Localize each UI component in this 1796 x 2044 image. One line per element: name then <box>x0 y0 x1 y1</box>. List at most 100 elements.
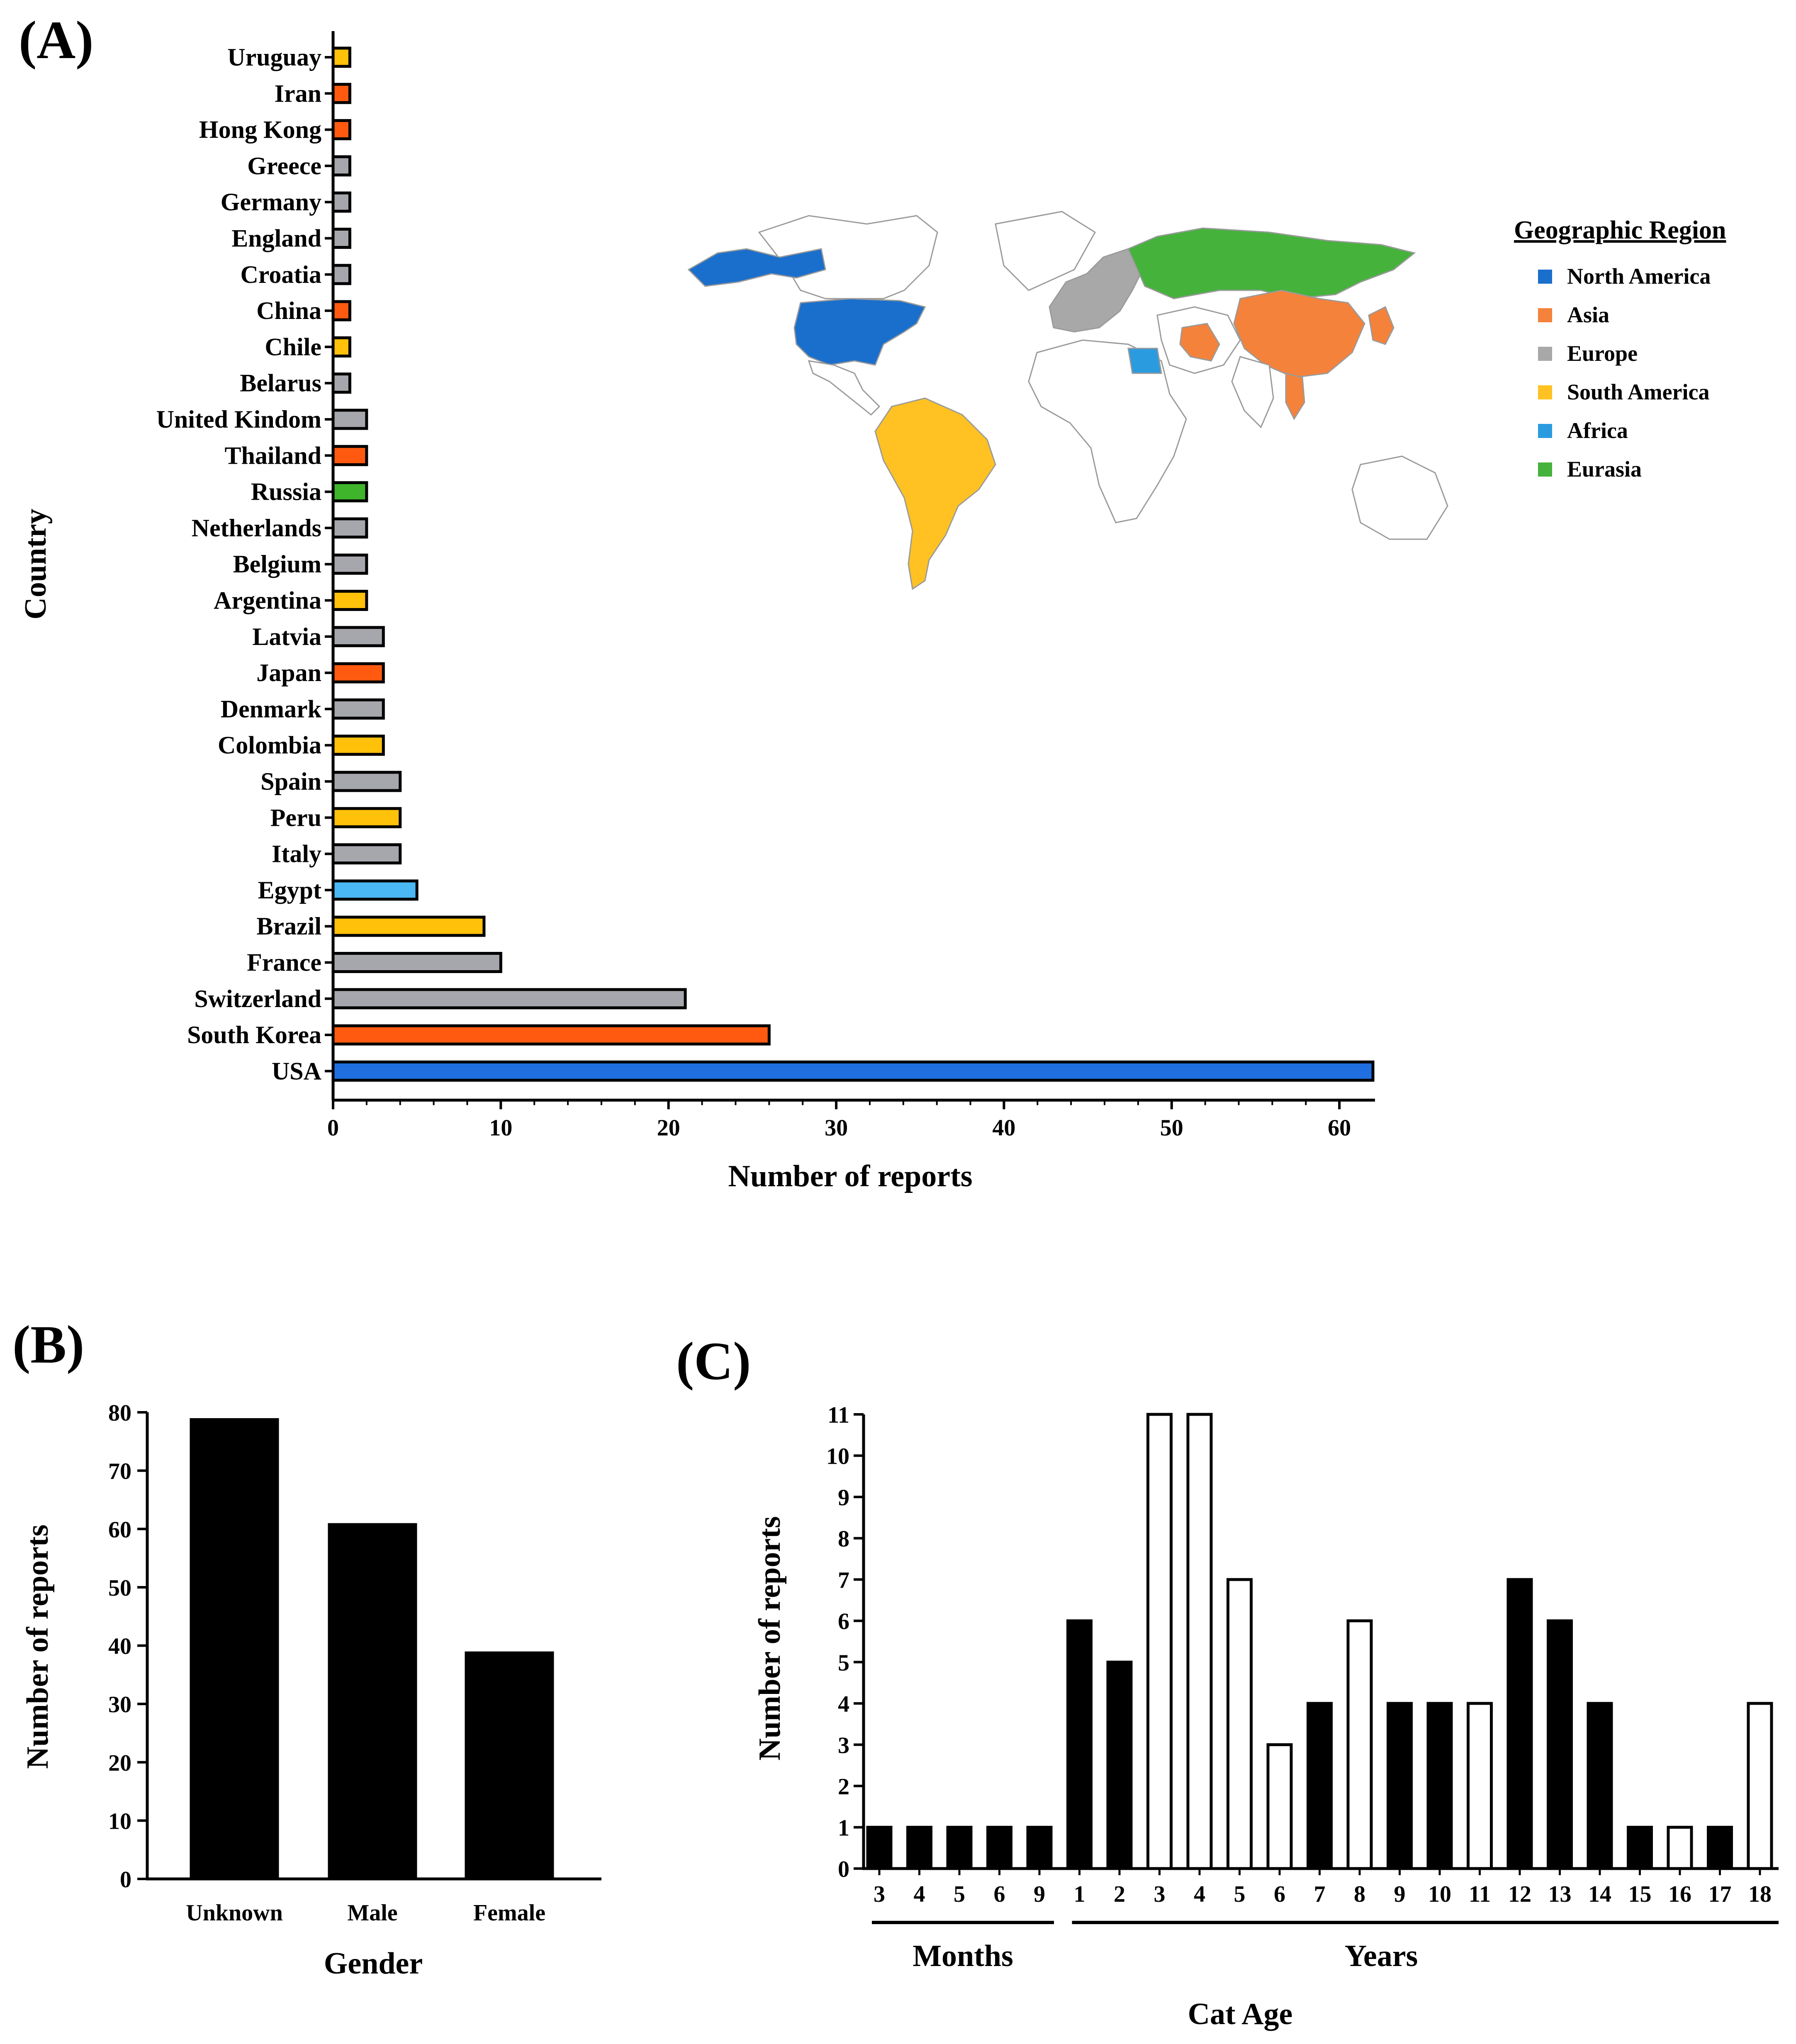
y-tick-label: 80 <box>108 1400 131 1426</box>
map-korea-japan <box>1368 306 1394 345</box>
bar-age-months-5 <box>946 1825 973 1870</box>
y-tick-label: 10 <box>108 1808 131 1834</box>
bar-china <box>331 300 351 321</box>
bar-age-years-15 <box>1627 1825 1653 1870</box>
bar-united-kindom <box>331 409 368 430</box>
bar-age-years-5 <box>1227 1578 1253 1870</box>
bar-brazil <box>331 915 486 937</box>
bar-netherlands <box>331 517 368 539</box>
legend: Geographic Region North America Asia Europ… <box>1514 216 1726 482</box>
map-alaska <box>687 248 826 287</box>
x-tick-label: 9 <box>1034 1881 1045 1907</box>
chart-c-age-bars: 3 4 5 6 9 1 2 3 4 5 6 7 8 9 10 11 12 13 14 15 16 17 1801234567… <box>753 1402 1779 2031</box>
bar-age-years-1 <box>1066 1619 1093 1870</box>
x-tick-label: 17 <box>1708 1881 1732 1907</box>
y-tick-label: 20 <box>108 1750 131 1776</box>
bar-switzerland <box>331 988 687 1010</box>
bar-italy <box>331 843 402 865</box>
panel-c-label: (C) <box>676 1331 751 1391</box>
bar-egypt <box>331 879 419 901</box>
y-tick-label: 6 <box>838 1609 849 1635</box>
country-label: South Korea <box>187 1021 321 1049</box>
bar-latvia <box>331 626 385 647</box>
country-label: Russia <box>251 478 321 506</box>
bar-peru <box>331 807 402 828</box>
bar-age-years-11 <box>1467 1702 1493 1870</box>
legend-label: Asia <box>1567 302 1609 327</box>
y-axis-title: Number of reports <box>21 1524 55 1769</box>
legend-swatch-asia <box>1538 308 1552 322</box>
bar-age-months-6 <box>986 1825 1012 1870</box>
y-tick-label: 1 <box>838 1815 849 1841</box>
y-axis-title: Country <box>19 509 53 619</box>
x-tick-label: 1 <box>1074 1881 1085 1907</box>
map-mexico <box>808 360 881 416</box>
bar-male <box>328 1523 417 1879</box>
bar-age-years-18 <box>1747 1702 1773 1870</box>
y-tick-label: 5 <box>838 1650 849 1676</box>
x-tick-label: 20 <box>657 1115 680 1141</box>
map-africa <box>1028 339 1187 523</box>
map-india <box>1231 356 1274 428</box>
bar-age-years-3 <box>1146 1413 1173 1870</box>
country-label: Egypt <box>258 876 321 904</box>
legend-swatch-north-america <box>1538 270 1552 284</box>
legend-title: Geographic Region <box>1514 216 1726 244</box>
bar-age-years-6 <box>1266 1743 1293 1870</box>
y-tick-label: 2 <box>838 1774 849 1800</box>
x-tick-label: 0 <box>327 1115 339 1141</box>
x-tick-label: 6 <box>1274 1881 1285 1907</box>
y-axis-title: Number of reports <box>753 1516 787 1760</box>
legend-swatch-eurasia <box>1538 462 1552 477</box>
bar-england <box>331 228 351 249</box>
bar-age-years-7 <box>1307 1702 1333 1870</box>
country-label: Belgium <box>233 550 321 578</box>
chart-a-country-bars: Uruguay Iran Hong Kong Greece Germany England… <box>19 31 1375 1193</box>
x-tick-label: 40 <box>992 1115 1015 1141</box>
bar-age-months-9 <box>1026 1825 1053 1870</box>
map-russia <box>1127 227 1416 299</box>
country-label: Greece <box>247 152 321 180</box>
y-tick-label: 60 <box>108 1517 131 1543</box>
y-tick-label: 70 <box>108 1459 131 1484</box>
x-tick-label: 10 <box>489 1115 512 1141</box>
country-label: Netherlands <box>192 514 321 542</box>
bar-thailand <box>331 445 368 466</box>
bar-chile <box>331 336 351 358</box>
country-label: Latvia <box>252 623 321 650</box>
x-tick-label: 3 <box>874 1881 885 1907</box>
bar-female <box>465 1651 554 1879</box>
bar-age-months-3 <box>866 1825 893 1870</box>
bar-age-years-9 <box>1387 1702 1413 1870</box>
country-label: USA <box>272 1057 321 1085</box>
bar-age-years-8 <box>1346 1619 1373 1870</box>
y-tick-label: 30 <box>108 1692 131 1718</box>
x-tick-label: 5 <box>1234 1881 1246 1907</box>
x-tick-label: 4 <box>1194 1881 1205 1907</box>
map-europe <box>1049 248 1146 333</box>
x-tick-label: 16 <box>1668 1881 1691 1907</box>
y-tick-label: 11 <box>827 1402 849 1428</box>
bar-uruguay <box>331 46 351 68</box>
bar-usa <box>331 1060 1375 1082</box>
y-tick-label: 8 <box>838 1526 849 1552</box>
country-label: Uruguay <box>227 44 321 71</box>
map-usa <box>793 298 926 366</box>
country-label: Colombia <box>218 732 321 759</box>
country-label: Peru <box>270 804 321 831</box>
country-label: Argentina <box>214 587 321 614</box>
x-tick-label: 60 <box>1328 1115 1351 1141</box>
country-label: Iran <box>275 80 321 107</box>
bar-belgium <box>331 553 368 575</box>
bar-croatia <box>331 264 351 285</box>
country-label: Thailand <box>225 442 321 469</box>
x-tick-label: 18 <box>1748 1881 1772 1907</box>
country-label: England <box>231 225 321 252</box>
x-tick-label: 15 <box>1628 1881 1652 1907</box>
legend-swatch-europe <box>1538 347 1552 361</box>
x-tick-label: 5 <box>954 1881 965 1907</box>
country-label: Belarus <box>240 370 321 397</box>
bar-denmark <box>331 698 385 720</box>
bar-argentina <box>331 590 368 611</box>
